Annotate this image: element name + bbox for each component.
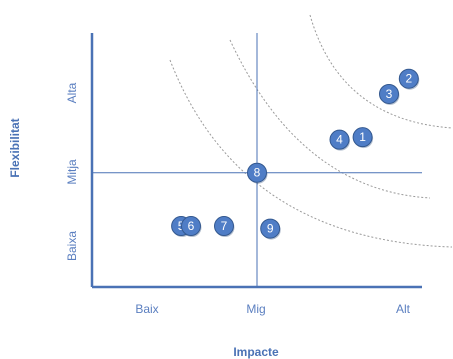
data-point-label: 7 (221, 219, 228, 233)
data-point-label: 4 (336, 133, 343, 147)
data-point-marker (247, 162, 267, 183)
x-tick-label: Alt (396, 302, 411, 316)
data-point-marker (181, 216, 201, 237)
x-tick-label: Mig (246, 302, 265, 316)
y-tick-label: Mitja (65, 159, 79, 185)
y-axis-title: Flexibilitat (8, 118, 22, 177)
data-point-label: 2 (405, 72, 412, 86)
frontier-curve-2 (229, 39, 431, 199)
data-point: 7 (214, 216, 235, 238)
data-point: 3 (379, 83, 400, 105)
data-point-label: 1 (359, 130, 366, 144)
data-point: 1 (352, 127, 374, 149)
frontier-curve-1 (309, 14, 453, 129)
x-axis-title: Impacte (233, 345, 279, 359)
y-tick-label: Baixa (65, 231, 79, 261)
data-point: 2 (398, 68, 420, 90)
data-point-label: 8 (254, 166, 261, 180)
data-points: 123456789 (171, 68, 420, 240)
data-point-marker (379, 83, 399, 104)
data-point-label: 9 (267, 222, 274, 236)
data-point-marker (398, 68, 419, 89)
x-tick-label: Baix (135, 302, 158, 316)
frontier-curve-3 (169, 59, 453, 248)
data-point: 8 (247, 162, 268, 184)
data-point-label: 6 (188, 219, 195, 233)
data-point: 4 (329, 129, 350, 151)
frontier-curves (169, 14, 453, 248)
data-point-label: 3 (386, 87, 393, 101)
data-point-marker (214, 216, 234, 237)
y-tick-label: Alta (65, 82, 79, 103)
tick-labels: Baix Mig Alt Baixa Mitja Alta (65, 82, 411, 316)
data-point-marker (260, 218, 281, 239)
data-point-marker (352, 127, 373, 148)
data-point-marker (329, 129, 350, 150)
axes (90, 33, 422, 289)
data-point: 6 (181, 216, 202, 238)
data-point: 9 (260, 218, 281, 240)
